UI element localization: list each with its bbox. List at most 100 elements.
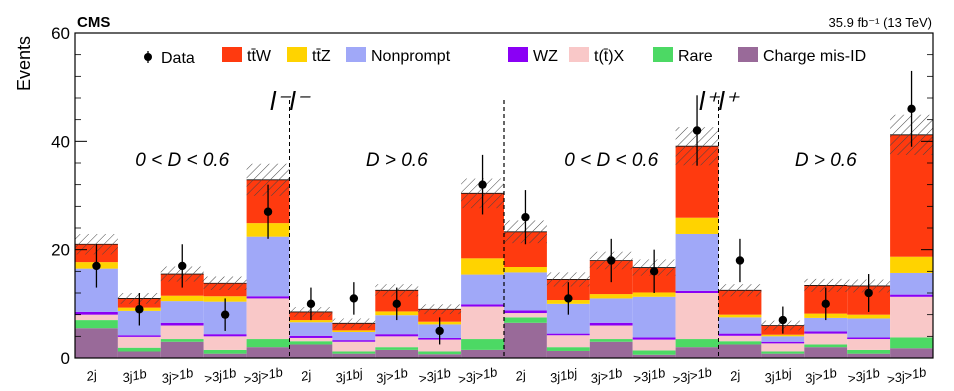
legend-label: tt̄W [247,48,272,65]
bar-segment [633,297,676,338]
x-tick-labels: 2j 3j1b 3j>1b >3j1b >3j>1b 2j 3j1bj 3j>1b >3j1b >… [84,364,928,387]
charge-label: l⁻l⁻ [270,86,311,116]
data-point [736,256,744,264]
bar-segment [633,292,676,296]
bar-segment [847,337,890,339]
charge-label: l⁺l⁺ [699,86,740,116]
bar-segment [461,339,504,350]
bar-segment [204,350,247,354]
legend-swatch [738,47,758,62]
bar-segment [161,296,204,301]
legend-label: WZ [533,48,558,65]
legend-label: tt̄Z [312,48,331,65]
bar-segment [761,343,804,351]
bar-segment [590,298,633,322]
bar-segment [461,275,504,305]
legend-swatch [346,47,366,62]
bar-segment [375,336,418,347]
bar-segment [804,331,847,333]
bar-segment [332,332,375,340]
x-tick-label: 2j [513,367,528,384]
bar-segment [590,326,633,340]
bar-segment [719,317,762,333]
legend-swatch [287,47,307,62]
region-label: 0 < D < 0.6 [564,150,658,171]
bar-segment [290,322,333,336]
region-label: 0 < D < 0.6 [135,150,229,171]
x-tick-label: >3j>1b [457,364,499,387]
legend-label: Nonprompt [371,48,451,65]
data-point [822,300,830,308]
data-point [864,289,872,297]
bar-segment [719,315,762,318]
uncertainty-band [418,304,461,314]
data-point [607,256,615,264]
bar-segment [247,237,290,297]
bar-segment [161,342,204,358]
bar-segment [290,344,333,358]
bar-segment [204,354,247,358]
data-point [135,305,143,313]
lumi-label: 35.9 fb⁻¹ (13 TeV) [829,15,932,30]
data-point [779,316,787,324]
bar-segment [676,218,719,234]
bar-segment [804,344,847,347]
bar-segment [890,297,933,338]
data-point [178,262,186,270]
data-point [693,126,701,134]
bar-segment [247,296,290,298]
bar-segment [118,348,161,352]
x-tick-label: >3j1b [203,365,238,386]
legend-swatch [653,47,673,62]
data-point [564,294,572,302]
data-point [92,262,100,270]
legend-swatch [569,47,589,62]
bar-segment [761,336,804,341]
legend-label: t(t̄)X [594,48,625,65]
bar-segment [804,334,847,345]
bar-segment [847,339,890,350]
bar-segment [290,341,333,344]
bar-segment [504,272,547,310]
bar-segment [890,257,933,273]
x-tick-label: >3j1b [417,365,452,386]
bar-segment [547,347,590,351]
x-tick-label: 2j [728,367,743,384]
bar-segment [461,350,504,358]
data-point [350,294,358,302]
x-tick-label: >3j1b [846,365,881,386]
data-point [221,310,229,318]
x-tick-label: 3j1bj [334,365,365,386]
x-tick-label: 2j [84,367,99,384]
bar-segment [75,315,118,320]
bar-segment [676,291,719,293]
bar-segment [676,347,719,358]
x-tick-label: 2j [299,367,314,384]
data-point [393,300,401,308]
data-point [435,327,443,335]
bar-segment [247,298,290,339]
bar-segment [761,352,804,354]
experiment-label: CMS [77,14,110,31]
bar-segment [247,347,290,358]
bar-segment [161,301,204,323]
bar-segment [461,258,504,274]
x-tick-label: 3j>1b [804,365,839,386]
legend: Data tt̄W tt̄Z Nonprompt WZ t(t̄)X Rare Charge … [144,47,866,67]
bar-segment [847,350,890,354]
bar-segment [890,337,933,348]
bar-segment [847,354,890,358]
bar-segment [719,334,762,336]
y-tick-label: 20 [51,241,70,260]
data-point [307,300,315,308]
bar-segment [676,339,719,347]
region-label: D > 0.6 [795,150,857,171]
bar-segment [761,335,804,337]
bar-segment [290,336,333,338]
region-label: D > 0.6 [366,150,428,171]
bar-segment [504,310,547,313]
bar-segment [332,330,375,332]
legend-label: Rare [678,48,713,65]
bar-segment [247,339,290,347]
